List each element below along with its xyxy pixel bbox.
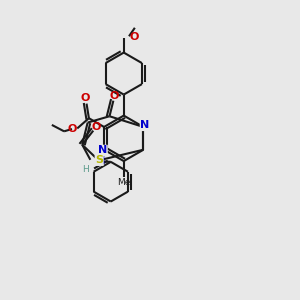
Text: O: O <box>110 91 119 100</box>
Text: Me: Me <box>117 178 130 187</box>
Text: O: O <box>129 32 138 42</box>
Text: N: N <box>96 156 105 166</box>
Text: N: N <box>140 121 149 130</box>
Text: S: S <box>95 155 103 165</box>
Text: N: N <box>98 145 107 155</box>
Text: O: O <box>80 93 90 103</box>
Text: O: O <box>67 124 77 134</box>
Text: O: O <box>92 122 101 132</box>
Text: H: H <box>82 165 89 174</box>
